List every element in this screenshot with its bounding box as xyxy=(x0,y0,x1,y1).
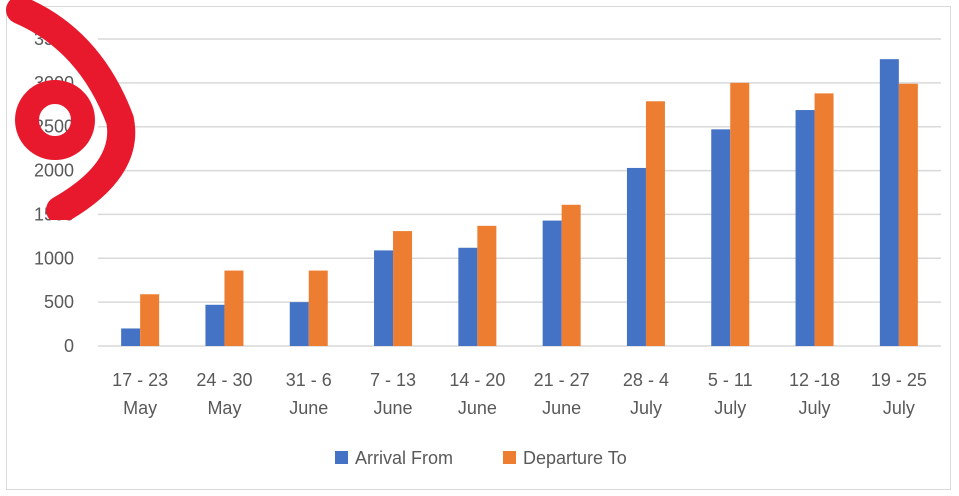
bar-departure xyxy=(140,294,160,346)
x-tick-label: 21 - 27 xyxy=(534,370,590,390)
bar-departure xyxy=(477,225,497,346)
y-tick-label: 1000 xyxy=(34,248,74,268)
x-tick-label: 5 - 11 xyxy=(708,370,753,390)
x-tick-label: 31 - 6 xyxy=(286,370,332,390)
x-tick-label-month: July xyxy=(630,398,662,418)
bar-departure xyxy=(645,101,665,346)
bar-arrival xyxy=(626,167,646,346)
bar-arrival xyxy=(711,129,731,346)
x-tick-label-month: July xyxy=(883,398,915,418)
legend-swatch-departure xyxy=(503,451,516,464)
legend-label-arrival: Arrival From xyxy=(355,448,453,468)
bar-arrival xyxy=(374,250,394,346)
bar-arrival xyxy=(289,302,309,346)
bar-departure xyxy=(393,231,413,346)
y-tick-label: 0 xyxy=(64,336,74,356)
bar-arrival xyxy=(205,304,225,346)
y-tick-label: 2500 xyxy=(34,117,74,137)
bar-arrival xyxy=(879,59,899,346)
legend-swatch-arrival xyxy=(335,451,348,464)
x-tick-label-month: June xyxy=(458,398,497,418)
y-tick-label: 2000 xyxy=(34,161,74,181)
bar-departure xyxy=(224,270,244,346)
bar-departure xyxy=(730,82,750,346)
x-tick-label: 28 - 4 xyxy=(623,370,669,390)
bar-departure xyxy=(898,83,918,346)
x-tick-label-month: May xyxy=(123,398,157,418)
bar-departure xyxy=(308,270,328,346)
x-tick-label: 24 - 30 xyxy=(196,370,252,390)
y-axis-ticks: 0 500 1000 1500 2000 2500 3000 3500 xyxy=(34,29,74,356)
x-tick-label: 14 - 20 xyxy=(449,370,505,390)
x-tick-label: 12 -18 xyxy=(789,370,840,390)
y-tick-label: 1500 xyxy=(34,204,74,224)
x-tick-label: 19 - 25 xyxy=(871,370,927,390)
bar-arrival xyxy=(795,110,815,346)
bars xyxy=(121,59,918,346)
legend-label-departure: Departure To xyxy=(523,448,627,468)
x-tick-label: 7 - 13 xyxy=(370,370,416,390)
x-tick-label-month: June xyxy=(374,398,413,418)
x-axis-ticks: 17 - 23 May 24 - 30 May 31 - 6 June 7 - 13 June… xyxy=(112,370,927,418)
x-tick-label-month: July xyxy=(714,398,746,418)
x-tick-label-month: May xyxy=(207,398,241,418)
bar-arrival xyxy=(121,328,141,346)
x-tick-label-month: July xyxy=(799,398,831,418)
x-tick-label-month: June xyxy=(542,398,581,418)
bar-arrival xyxy=(458,247,478,346)
x-tick-label: 17 - 23 xyxy=(112,370,168,390)
bar-arrival xyxy=(542,220,562,346)
y-tick-label: 500 xyxy=(44,292,74,312)
legend: Arrival From Departure To xyxy=(335,448,627,468)
y-tick-label: 3000 xyxy=(34,73,74,93)
bar-departure xyxy=(561,204,581,346)
y-tick-label: 3500 xyxy=(34,29,74,49)
bar-departure xyxy=(814,93,834,346)
x-tick-label-month: June xyxy=(289,398,328,418)
